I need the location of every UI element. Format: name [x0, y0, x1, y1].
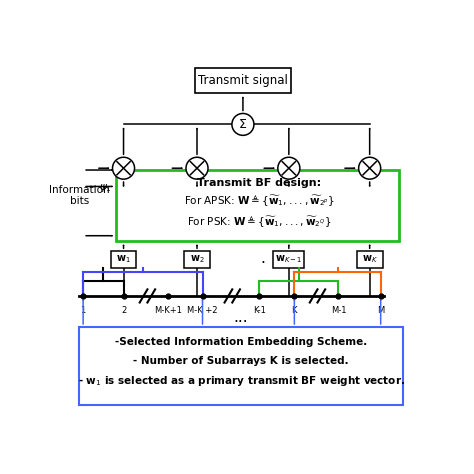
FancyBboxPatch shape [195, 68, 291, 93]
Text: $\mathbf{w}_K$: $\mathbf{w}_K$ [362, 254, 378, 265]
Text: For APSK: $\mathbf{W}\triangleq\{\widetilde{\mathbf{w}}_1,...,\widetilde{\mathbf: For APSK: $\mathbf{W}\triangleq\{\wideti… [184, 194, 335, 209]
Text: Transmit BF design:: Transmit BF design: [197, 178, 321, 188]
FancyBboxPatch shape [116, 170, 399, 241]
Text: $\psi_2$: $\psi_2$ [172, 182, 184, 194]
FancyBboxPatch shape [273, 251, 304, 268]
Text: Information
bits: Information bits [49, 185, 110, 206]
Text: $\Sigma$: $\Sigma$ [238, 118, 247, 131]
Text: ...: ... [237, 161, 252, 176]
Circle shape [278, 157, 300, 179]
Text: For PSK: $\mathbf{W}\triangleq\{\widetilde{\mathbf{w}}_1,...,\widetilde{\mathbf{: For PSK: $\mathbf{W}\triangleq\{\widetil… [187, 214, 332, 229]
FancyBboxPatch shape [80, 327, 403, 405]
Text: $\mathbf{w}_1$: $\mathbf{w}_1$ [116, 254, 131, 265]
Text: $\psi_{K-1}$: $\psi_{K-1}$ [255, 182, 282, 194]
Text: K: K [292, 306, 297, 315]
Text: $\mathbf{w}_{K-1}$: $\mathbf{w}_{K-1}$ [275, 254, 302, 265]
FancyBboxPatch shape [184, 251, 210, 268]
Text: M: M [377, 306, 384, 315]
Text: M-K +2: M-K +2 [187, 306, 218, 315]
Circle shape [112, 157, 135, 179]
Text: .: . [261, 251, 265, 266]
Text: ...: ... [234, 310, 248, 325]
Text: 1: 1 [81, 306, 86, 315]
Text: $\psi_K$: $\psi_K$ [346, 182, 360, 194]
Text: - Number of Subarrays K is selected.: - Number of Subarrays K is selected. [133, 356, 349, 365]
FancyBboxPatch shape [357, 251, 383, 268]
Circle shape [186, 157, 208, 179]
Text: $\psi_1$: $\psi_1$ [99, 182, 111, 194]
Text: K-1: K-1 [253, 306, 266, 315]
Circle shape [232, 113, 254, 136]
Text: Transmit signal: Transmit signal [198, 74, 288, 87]
Text: $\mathbf{w}_2$: $\mathbf{w}_2$ [190, 254, 204, 265]
Text: -Selected Information Embedding Scheme.: -Selected Information Embedding Scheme. [115, 337, 367, 347]
Text: M-1: M-1 [331, 306, 346, 315]
Text: 2: 2 [121, 306, 126, 315]
Circle shape [359, 157, 381, 179]
Text: M-K+1: M-K+1 [154, 306, 182, 315]
Text: - $\mathbf{w}_1$ is selected as a primary transmit BF weight vector.: - $\mathbf{w}_1$ is selected as a primar… [78, 374, 405, 388]
FancyBboxPatch shape [110, 251, 137, 268]
